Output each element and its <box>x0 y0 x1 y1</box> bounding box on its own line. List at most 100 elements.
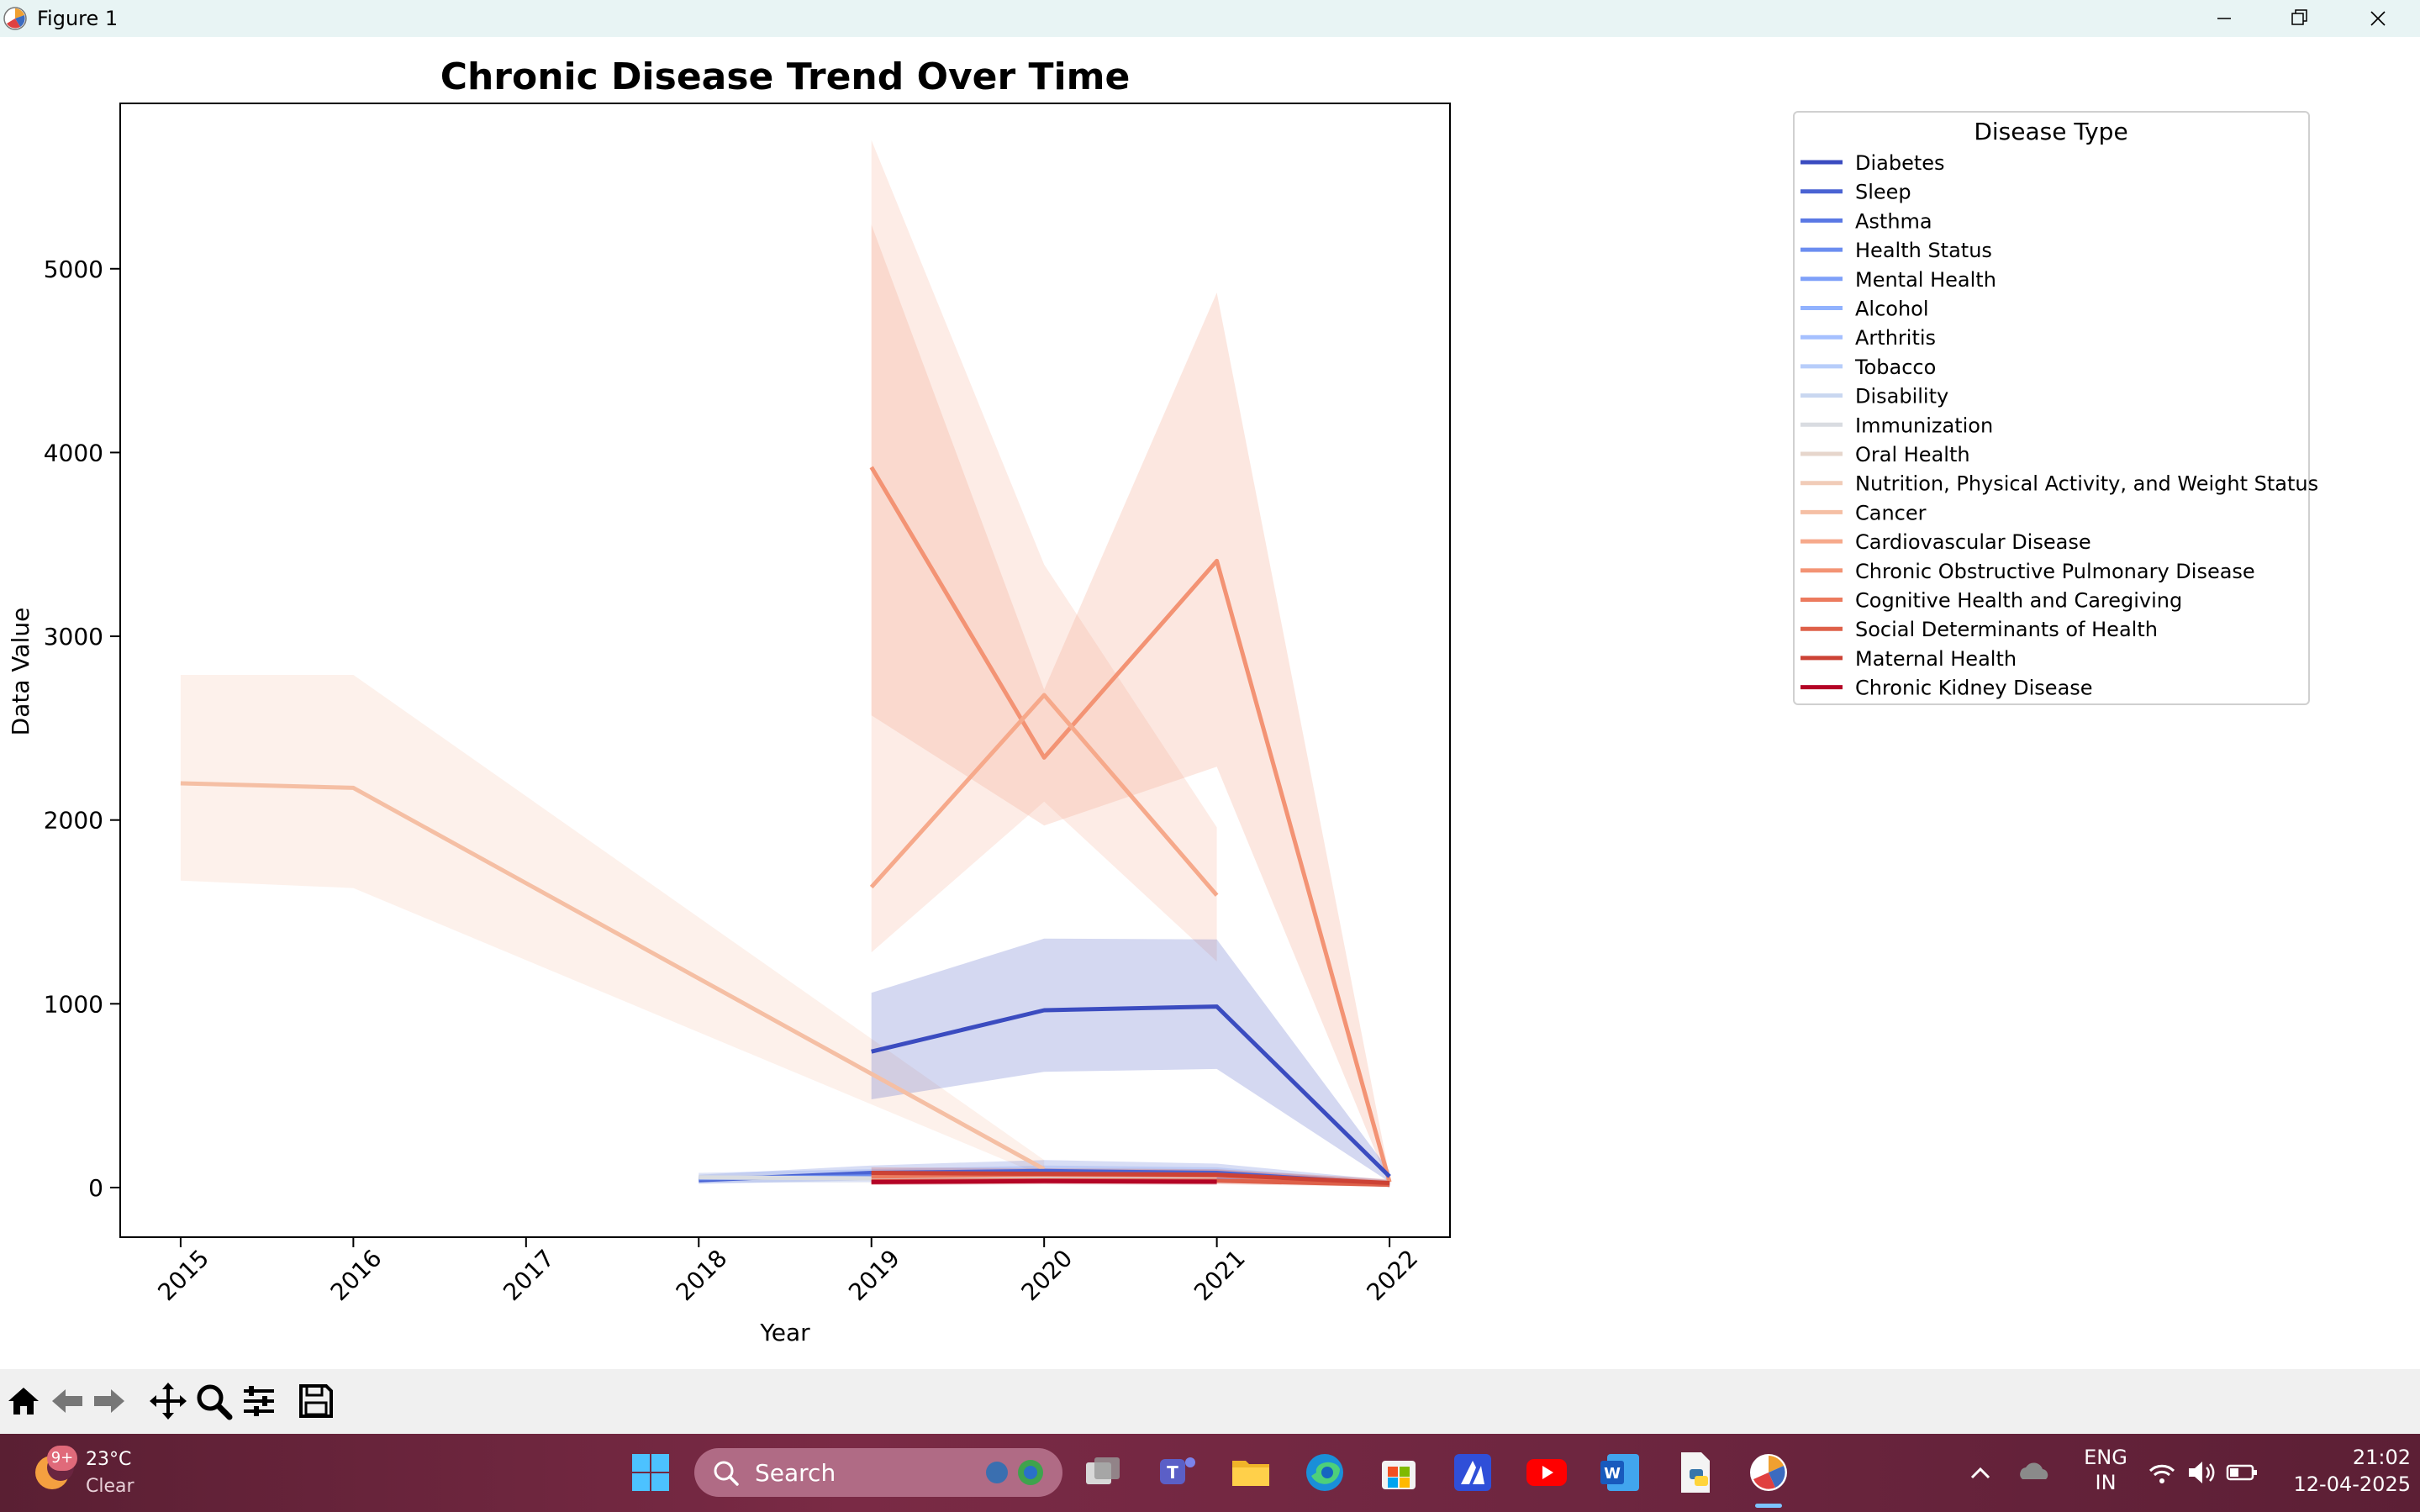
search-highlight-icon <box>986 1460 1043 1485</box>
show-hidden-icons-chevron-icon[interactable] <box>1955 1447 2006 1498</box>
clock[interactable]: 21:02 12-04-2025 <box>2270 1446 2417 1496</box>
y-tick-label-1000: 1000 <box>44 990 103 1018</box>
active-app-indicator <box>1755 1504 1782 1508</box>
language-indicator[interactable]: ENG IN <box>2076 1446 2135 1494</box>
clock-date: 12-04-2025 <box>2293 1472 2411 1496</box>
chart-title: Chronic Disease Trend Over Time <box>440 55 1131 98</box>
legend-label-immunization: Immunization <box>1855 414 1993 437</box>
x-tick-label-2017: 2017 <box>498 1244 560 1306</box>
series-line-maternal-health <box>871 1171 1390 1185</box>
figure-canvas: Chronic Disease Trend Over Time 2015 2016… <box>7 55 2318 1346</box>
x-tick-label-2015: 2015 <box>152 1244 214 1306</box>
confidence-bands <box>180 140 1390 1187</box>
youtube-icon[interactable] <box>1521 1447 1572 1498</box>
forward-arrow-icon[interactable] <box>89 1381 129 1421</box>
minimize-icon[interactable] <box>2186 0 2262 37</box>
legend-label-oral-health: Oral Health <box>1855 443 1970 466</box>
language-code: ENG <box>2084 1446 2127 1469</box>
legend-label-arthritis: Arthritis <box>1855 326 1936 350</box>
notification-badge: 9+ <box>47 1446 77 1471</box>
visual-studio-code-icon[interactable] <box>1447 1447 1498 1498</box>
wifi-icon[interactable] <box>2137 1447 2187 1498</box>
x-axis-label: Year <box>759 1319 810 1346</box>
search-icon <box>714 1461 739 1486</box>
legend-label-disability: Disability <box>1855 385 1948 408</box>
legend-label-mental-health: Mental Health <box>1855 268 1996 292</box>
legend-label-social-determinants-of-health: Social Determinants of Health <box>1855 618 2158 641</box>
search-label: Search <box>755 1459 836 1487</box>
y-tick-label-5000: 5000 <box>44 256 103 283</box>
legend-label-cancer: Cancer <box>1855 501 1927 524</box>
legend-label-chronic-obstructive-pulmonary-disease: Chronic Obstructive Pulmonary Disease <box>1855 560 2255 583</box>
svg-text:W: W <box>1604 1465 1621 1483</box>
x-tick-label-2022: 2022 <box>1362 1244 1424 1306</box>
pan-icon[interactable] <box>148 1381 188 1421</box>
y-axis-label: Data Value <box>7 608 34 736</box>
legend-label-nutrition-physical-activity-and-weight-status: Nutrition, Physical Activity, and Weight… <box>1855 472 2318 496</box>
series-line-chronic-obstructive-pulmonary-disease <box>869 466 1392 1183</box>
legend-label-health-status: Health Status <box>1855 239 1992 262</box>
legend-label-sleep: Sleep <box>1855 181 1911 204</box>
legend-label-chronic-kidney-disease: Chronic Kidney Disease <box>1855 677 2093 700</box>
file-explorer-icon[interactable] <box>1226 1447 1276 1498</box>
confidence-band-cardiovascular-disease <box>871 140 1217 961</box>
legend-frame <box>1793 111 2310 705</box>
navigation-toolbar <box>0 1369 2420 1434</box>
y-tick-label-2000: 2000 <box>44 807 103 835</box>
onedrive-cloud-icon[interactable] <box>2009 1447 2059 1498</box>
microsoft-store-icon[interactable] <box>1373 1447 1424 1498</box>
home-icon[interactable] <box>3 1381 44 1421</box>
clock-time: 21:02 <box>2352 1446 2411 1469</box>
confidence-band-chronic-obstructive-pulmonary-disease <box>871 224 1390 1186</box>
matplotlib-taskbar-icon[interactable] <box>1743 1447 1794 1498</box>
edge-browser-icon[interactable] <box>1300 1447 1350 1498</box>
python-file-icon[interactable] <box>1669 1447 1720 1498</box>
task-view-icon[interactable] <box>1078 1447 1128 1498</box>
x-tick-label-2016: 2016 <box>325 1244 388 1306</box>
battery-icon[interactable] <box>2217 1447 2268 1498</box>
y-axis: 0 1000 2000 3000 4000 5000 <box>44 256 120 1202</box>
confidence-band-diabetes <box>871 938 1390 1183</box>
x-tick-label-2018: 2018 <box>671 1244 733 1306</box>
y-tick-label-0: 0 <box>88 1174 103 1202</box>
taskbar: 9+ 23°C Clear Search T <box>0 1434 2420 1512</box>
volume-icon[interactable] <box>2177 1447 2228 1498</box>
legend-label-tobacco: Tobacco <box>1854 356 1936 379</box>
restore-icon[interactable] <box>2262 0 2338 37</box>
legend-label-cardiovascular-disease: Cardiovascular Disease <box>1855 530 2091 554</box>
weather-widget[interactable]: 9+ 23°C Clear <box>29 1444 134 1498</box>
window-title-bar: Figure 1 <box>0 0 2420 37</box>
plot-area <box>180 140 1392 1188</box>
window-title: Figure 1 <box>37 7 119 30</box>
start-icon[interactable] <box>625 1447 676 1498</box>
series-lines <box>180 466 1392 1188</box>
matplotlib-app-icon <box>3 7 27 30</box>
legend-label-asthma: Asthma <box>1855 209 1932 233</box>
zoom-icon[interactable] <box>193 1381 234 1421</box>
legend-label-alcohol: Alcohol <box>1855 298 1929 321</box>
word-icon[interactable]: W <box>1595 1447 1646 1498</box>
x-tick-label-2021: 2021 <box>1189 1244 1251 1306</box>
legend: Disease Type Diabetes Sleep Asthma Health S… <box>1793 111 2318 705</box>
svg-text:T: T <box>1167 1462 1178 1483</box>
save-icon[interactable] <box>296 1381 336 1421</box>
legend-label-cognitive-health-and-caregiving: Cognitive Health and Caregiving <box>1855 589 2182 613</box>
y-tick-label-4000: 4000 <box>44 439 103 466</box>
x-tick-label-2019: 2019 <box>843 1244 905 1306</box>
series-line-chronic-kidney-disease <box>871 1178 1217 1184</box>
y-tick-label-3000: 3000 <box>44 623 103 651</box>
legend-title: Disease Type <box>1974 118 2127 145</box>
x-tick-label-2020: 2020 <box>1016 1244 1078 1306</box>
weather-temperature: 23°C <box>86 1449 132 1470</box>
teams-icon[interactable]: T <box>1152 1447 1202 1498</box>
x-axis: 2015 2016 2017 2018 2019 2020 2021 2022 <box>152 1237 1423 1306</box>
back-arrow-icon[interactable] <box>47 1381 87 1421</box>
close-icon[interactable] <box>2340 0 2416 37</box>
region-code: IN <box>2095 1471 2117 1494</box>
series-line-diabetes <box>871 1004 1391 1178</box>
configure-subplots-icon[interactable] <box>239 1381 279 1421</box>
legend-label-diabetes: Diabetes <box>1855 151 1945 175</box>
taskbar-search-box[interactable]: Search <box>694 1448 1062 1497</box>
legend-label-maternal-health: Maternal Health <box>1855 647 2017 671</box>
weather-condition: Clear <box>86 1476 134 1497</box>
